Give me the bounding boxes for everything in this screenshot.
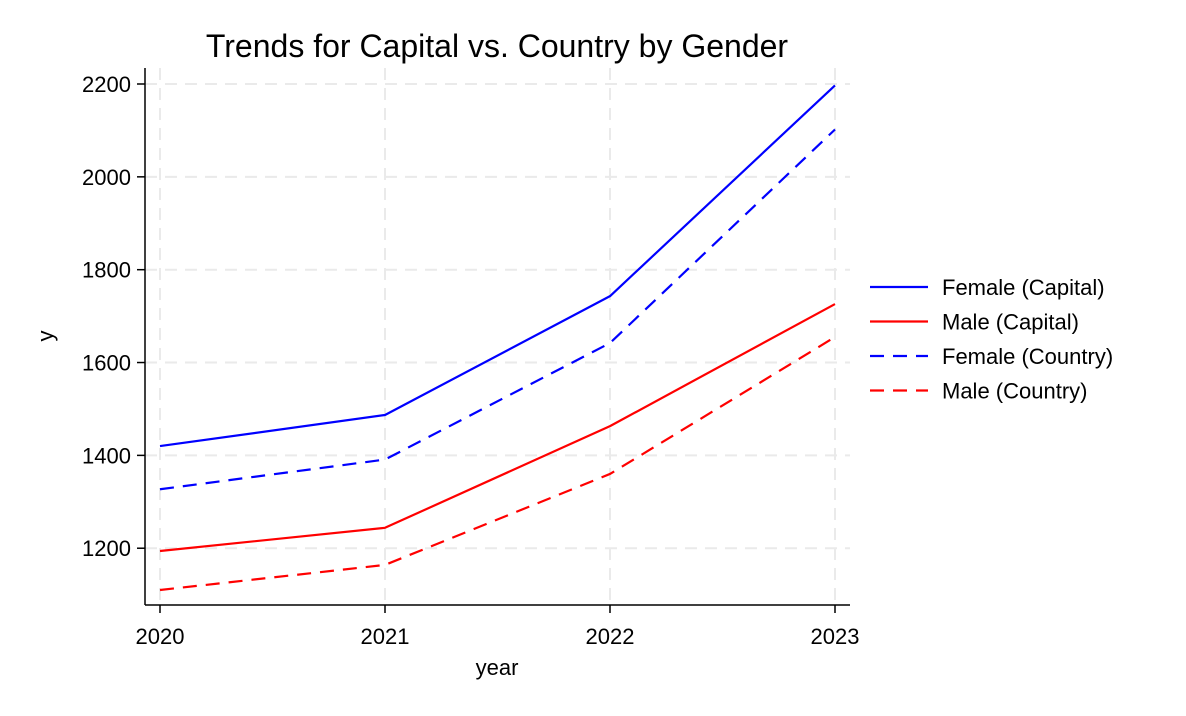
x-tick-label: 2020	[136, 624, 185, 649]
series-line-4	[159, 336, 836, 592]
y-tick-label: 2000	[82, 165, 131, 190]
legend-label: Male (Capital)	[942, 310, 1079, 335]
x-tick-label: 2022	[586, 624, 635, 649]
x-axis-label: year	[476, 655, 519, 680]
y-tick-label: 1200	[82, 536, 131, 561]
y-axis-label: y	[33, 331, 58, 342]
series-line-1	[159, 84, 836, 448]
y-tick-label: 2200	[82, 72, 131, 97]
x-tick-label: 2021	[361, 624, 410, 649]
series-line-3	[159, 128, 836, 491]
legend: Female (Capital) Male (Capital) Female (Co…	[870, 275, 1113, 404]
y-tick-label: 1800	[82, 258, 131, 283]
legend-label: Female (Capital)	[942, 275, 1105, 300]
x-tick-label: 2023	[811, 624, 860, 649]
series-line-2	[159, 303, 836, 553]
y-tick-label: 1400	[82, 443, 131, 468]
legend-label: Male (Country)	[942, 379, 1087, 404]
series-layer	[159, 84, 836, 592]
grid-layer	[145, 68, 850, 605]
chart-title: Trends for Capital vs. Country by Gender	[206, 28, 789, 64]
axes-layer: 1200 1400 1600 1800 2000 2200 2020 2021 2022 2023	[82, 68, 859, 649]
legend-label: Female (Country)	[942, 344, 1113, 369]
y-tick-label: 1600	[82, 351, 131, 376]
